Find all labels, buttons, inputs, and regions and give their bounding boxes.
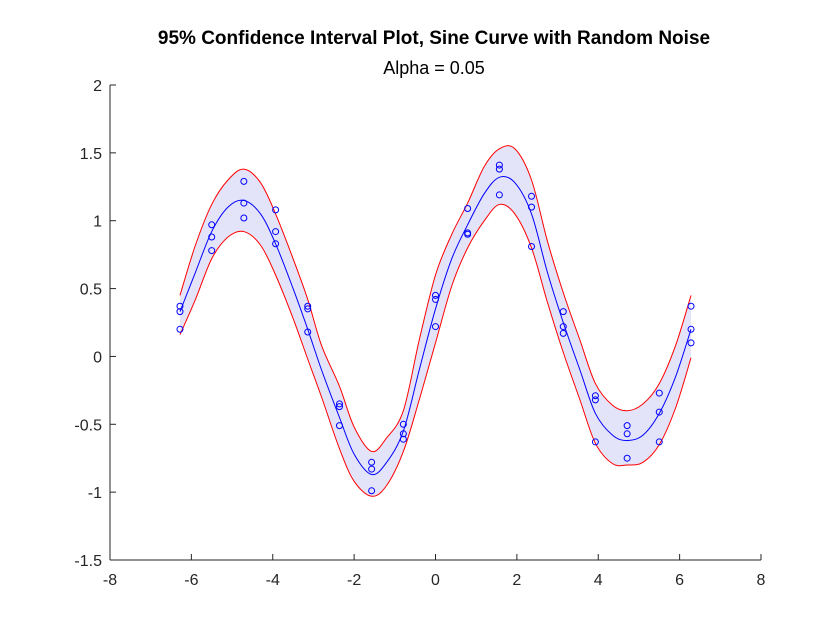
- data-point: [176, 302, 184, 310]
- data-point: [432, 295, 439, 303]
- chart-title: 95% Confidence Interval Plot, Sine Curve…: [158, 28, 710, 49]
- y-axis-ticks: -1.5 -1 -0.5 0 0.5 1 1.5 2: [74, 78, 116, 570]
- x-tick-label: 2: [512, 572, 521, 589]
- data-point: [432, 323, 439, 331]
- data-point: [240, 177, 248, 185]
- data-point: [432, 291, 439, 299]
- data-point: [687, 302, 695, 310]
- x-tick-label: -6: [184, 572, 198, 589]
- x-tick-label: -4: [266, 572, 280, 589]
- data-point: [623, 430, 631, 438]
- data-point: [687, 325, 695, 333]
- data-point: [464, 205, 472, 212]
- data-point: [240, 214, 248, 222]
- data-point: [623, 454, 631, 462]
- data-point: [176, 308, 184, 316]
- y-tick-label: -1: [88, 485, 102, 502]
- data-point: [495, 165, 503, 173]
- data-points: [176, 161, 695, 495]
- data-point: [464, 230, 472, 238]
- data-point: [368, 465, 376, 473]
- data-point: [399, 435, 407, 443]
- data-point: [272, 206, 280, 214]
- data-point: [591, 392, 599, 400]
- data-point: [272, 240, 280, 248]
- data-point: [399, 430, 407, 438]
- data-point: [304, 302, 312, 310]
- data-point: [304, 328, 312, 336]
- y-tick-label: -0.5: [74, 417, 102, 434]
- x-tick-label: -8: [103, 572, 117, 589]
- x-tick-label: 6: [675, 572, 684, 589]
- data-point: [368, 458, 376, 466]
- data-point: [655, 389, 663, 397]
- data-point: [208, 233, 216, 241]
- data-point: [368, 487, 376, 495]
- lower-bound-line: [179, 203, 692, 497]
- x-tick-label: 4: [594, 572, 603, 589]
- data-point: [335, 403, 343, 411]
- data-point: [559, 323, 567, 331]
- x-tick-label: -2: [347, 572, 361, 589]
- data-point: [176, 325, 184, 333]
- data-point: [335, 400, 343, 408]
- x-tick-label: 0: [431, 572, 440, 589]
- data-point: [495, 191, 503, 199]
- data-point: [272, 228, 280, 236]
- y-tick-label: 0.5: [80, 282, 102, 299]
- y-tick-label: 1: [93, 214, 102, 231]
- data-point: [655, 438, 663, 446]
- x-axis-ticks: -8 -6 -4 -2 0 2 4 6 8: [103, 554, 766, 589]
- data-point: [528, 203, 536, 211]
- data-point: [495, 161, 503, 169]
- data-point: [304, 305, 312, 313]
- data-point: [528, 192, 536, 200]
- x-tick-label: 8: [757, 572, 766, 589]
- y-tick-label: 0: [93, 349, 102, 366]
- upper-bound-line: [179, 145, 692, 453]
- y-tick-label: 2: [93, 78, 102, 95]
- data-point: [399, 420, 407, 428]
- data-point: [687, 339, 695, 347]
- fitted-curve-line: [179, 176, 692, 476]
- data-point: [240, 199, 248, 207]
- data-point: [559, 329, 567, 337]
- data-point: [208, 221, 216, 229]
- data-point: [591, 396, 599, 404]
- data-point: [559, 308, 567, 316]
- y-tick-label: 1.5: [80, 146, 102, 163]
- data-point: [623, 422, 631, 430]
- data-point: [655, 408, 663, 416]
- chart-subtitle: Alpha = 0.05: [383, 58, 485, 78]
- data-point: [528, 243, 536, 250]
- data-point: [335, 422, 343, 430]
- confidence-band: [179, 145, 692, 497]
- data-point: [208, 247, 216, 255]
- data-point: [591, 438, 599, 446]
- y-tick-label: -1.5: [74, 553, 102, 570]
